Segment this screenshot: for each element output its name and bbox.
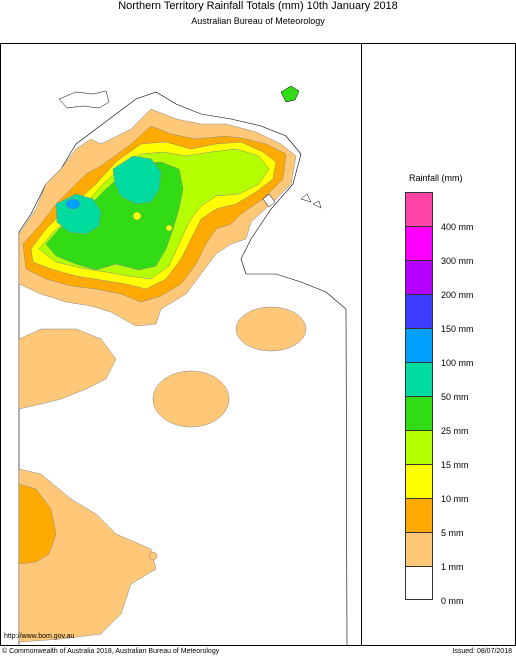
legend-swatch-100 bbox=[405, 328, 433, 362]
legend-swatch-150 bbox=[405, 294, 433, 328]
legend-swatch-300 bbox=[405, 226, 433, 260]
legend-swatch-0 bbox=[405, 566, 433, 600]
rain-dot-a bbox=[132, 211, 142, 221]
legend-label-100: 100 mm bbox=[441, 358, 474, 368]
rainfall-map bbox=[18, 85, 348, 645]
rain-zone-1mm-west bbox=[18, 328, 117, 410]
legend-swatch-400 bbox=[405, 192, 433, 226]
gulf-coast-islands bbox=[262, 193, 276, 208]
legend-label-10: 10 mm bbox=[441, 494, 469, 504]
rain-zone-1mm-southwest bbox=[18, 468, 157, 643]
legend-swatch-15 bbox=[405, 430, 433, 464]
legend-label-15: 15 mm bbox=[441, 460, 469, 470]
map-subtitle: Australian Bureau of Meteorology bbox=[191, 16, 325, 26]
map-panel bbox=[0, 43, 362, 646]
legend-label-400: 400 mm bbox=[441, 222, 474, 232]
legend-title: Rainfall (mm) bbox=[409, 173, 463, 183]
rain-zone-100mm bbox=[65, 198, 81, 210]
legend-label-50: 50 mm bbox=[441, 392, 469, 402]
legend-label-150: 150 mm bbox=[441, 324, 474, 334]
source-url[interactable]: http://www.bom.gov.au bbox=[4, 633, 75, 640]
rain-zone-1mm-dot bbox=[148, 551, 158, 561]
legend-swatch-25 bbox=[405, 396, 433, 430]
legend-label-200: 200 mm bbox=[441, 290, 474, 300]
rain-zone-1mm-patch-b bbox=[152, 370, 230, 428]
small-islands bbox=[300, 193, 322, 209]
legend-swatch-10 bbox=[405, 464, 433, 498]
copyright-notice: © Commonwealth of Australia 2018, Austra… bbox=[2, 648, 220, 655]
legend-swatch-5 bbox=[405, 498, 433, 532]
rain-zone-1mm-patch-a bbox=[235, 306, 307, 352]
tiwi-islands bbox=[58, 90, 110, 109]
legend-swatch-200 bbox=[405, 260, 433, 294]
legend-label-25: 25 mm bbox=[441, 426, 469, 436]
legend-swatch-50 bbox=[405, 362, 433, 396]
rain-dot-b bbox=[165, 224, 173, 232]
rain-zone-5mm-south bbox=[18, 483, 57, 565]
legend-label-0: 0 mm bbox=[441, 596, 464, 606]
rain-zone-50mm-a bbox=[112, 155, 162, 205]
groote-island bbox=[280, 85, 300, 103]
legend-swatch-1 bbox=[405, 532, 433, 566]
legend-label-1: 1 mm bbox=[441, 562, 464, 572]
legend-label-5: 5 mm bbox=[441, 528, 464, 538]
issued-date: Issued: 08/07/2018 bbox=[452, 648, 512, 655]
legend-label-300: 300 mm bbox=[441, 256, 474, 266]
map-title: Northern Territory Rainfall Totals (mm) … bbox=[118, 0, 398, 12]
legend-panel: Rainfall (mm) 400 mm 300 mm 200 mm 150 m… bbox=[362, 43, 516, 646]
